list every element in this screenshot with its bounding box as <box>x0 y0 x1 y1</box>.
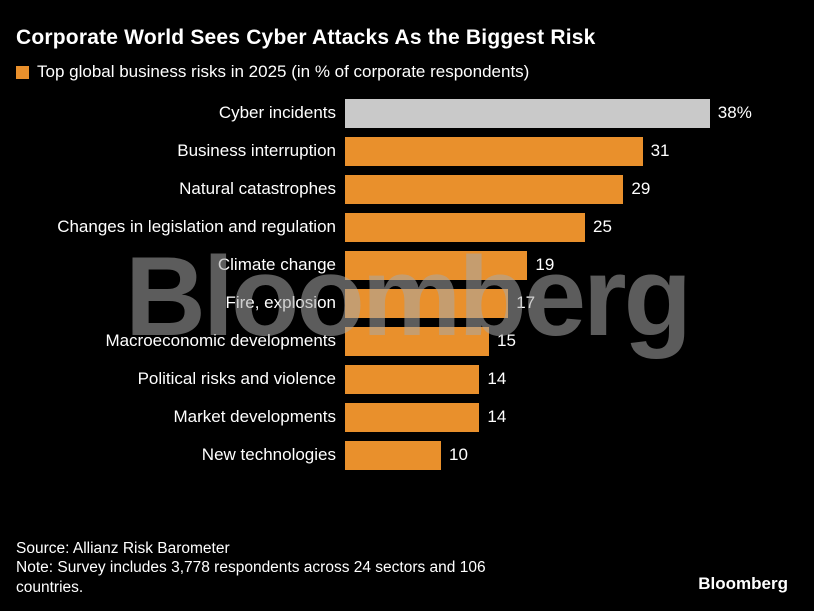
bar-value: 31 <box>650 141 670 160</box>
source-text: Source: Allianz Risk Barometer <box>16 539 230 557</box>
bar <box>345 212 585 242</box>
bar <box>345 288 509 318</box>
bar-label: Changes in legislation and regulation <box>57 217 336 236</box>
legend: Top global business risks in 2025 (in % … <box>0 50 814 82</box>
bar-value: 17 <box>516 293 536 312</box>
bar <box>345 402 480 432</box>
bar-label: Natural catastrophes <box>179 179 336 198</box>
bar <box>345 326 489 356</box>
bar-label: Market developments <box>173 407 336 426</box>
bar-value: 19 <box>535 255 555 274</box>
bar-row: Fire, explosion 17 <box>0 284 814 322</box>
bar-row: New technologies 10 <box>0 436 814 474</box>
legend-swatch-icon <box>16 65 29 79</box>
bar-value: 10 <box>449 445 468 464</box>
bar-row: Cyber incidents 38% <box>0 94 814 132</box>
bar <box>345 174 624 204</box>
legend-label: Top global business risks in 2025 (in % … <box>37 62 530 81</box>
bar-value: 29 <box>631 179 651 198</box>
bar-value: 14 <box>487 407 507 426</box>
bar-value: 25 <box>593 217 612 236</box>
chart-title: Corporate World Sees Cyber Attacks As th… <box>16 26 596 49</box>
bar-chart: Cyber incidents 38% Business interruptio… <box>0 94 814 474</box>
bar-row: Climate change 19 <box>0 246 814 284</box>
bar <box>345 98 710 128</box>
bar-label: Cyber incidents <box>218 103 336 122</box>
bar <box>345 440 441 470</box>
bar-row: Changes in legislation and regulation 25 <box>0 208 814 246</box>
bar-label: Climate change <box>217 255 336 274</box>
bar-row: Business interruption 31 <box>0 132 814 170</box>
bar-label: Macroeconomic developments <box>105 331 336 350</box>
bar-label: Political risks and violence <box>137 369 336 388</box>
bar-value: 15 <box>497 331 516 350</box>
bar <box>345 250 528 280</box>
bar-row: Natural catastrophes 29 <box>0 170 814 208</box>
bar-label: New technologies <box>201 445 336 464</box>
bar <box>345 364 480 394</box>
bar-label: Business interruption <box>177 141 336 160</box>
bloomberg-logo: Bloomberg <box>698 574 788 593</box>
bar-row: Political risks and violence 14 <box>0 360 814 398</box>
bar-row: Macroeconomic developments 15 <box>0 322 814 360</box>
bar-value: 38% <box>717 103 752 122</box>
bar-value: 14 <box>487 369 507 388</box>
footer: Source: Allianz Risk Barometer Note: Sur… <box>16 539 508 597</box>
bar-label: Fire, explosion <box>225 293 336 312</box>
bar-row: Market developments 14 <box>0 398 814 436</box>
bar <box>345 136 643 166</box>
note-text: Note: Survey includes 3,778 respondents … <box>16 559 486 596</box>
